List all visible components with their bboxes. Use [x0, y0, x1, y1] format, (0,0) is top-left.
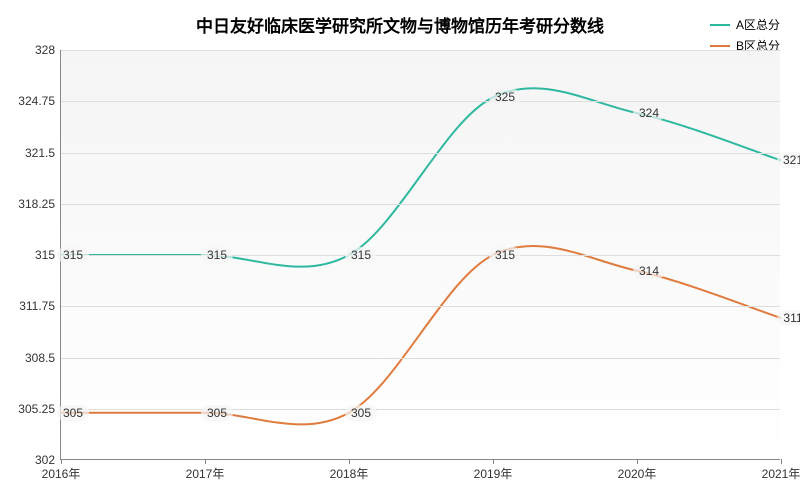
data-label: 321 — [777, 152, 800, 168]
xtick-label: 2020年 — [618, 459, 657, 482]
legend-label-a: A区总分 — [736, 16, 780, 33]
data-label: 305 — [57, 405, 89, 421]
data-label: 325 — [489, 89, 521, 105]
gridline — [61, 409, 780, 410]
plot-area: 302305.25308.5311.75315318.25321.5324.75… — [60, 50, 780, 460]
legend-swatch-a — [710, 24, 730, 26]
xtick-label: 2016年 — [42, 459, 81, 482]
data-label: 324 — [633, 105, 665, 121]
ytick-label: 328 — [35, 43, 61, 57]
gridline — [61, 306, 780, 307]
data-label: 315 — [201, 247, 233, 263]
ytick-label: 318.25 — [18, 197, 61, 211]
data-label: 315 — [345, 247, 377, 263]
gridline — [61, 50, 780, 51]
legend-item-a: A区总分 — [710, 16, 780, 33]
data-label: 314 — [633, 263, 665, 279]
legend-swatch-b — [710, 45, 730, 47]
data-label: 305 — [345, 405, 377, 421]
gridline — [61, 101, 780, 102]
gridline — [61, 204, 780, 205]
xtick-label: 2017年 — [186, 459, 225, 482]
data-label: 311 — [777, 310, 800, 326]
data-label: 315 — [489, 247, 521, 263]
data-label: 305 — [201, 405, 233, 421]
ytick-label: 324.75 — [18, 94, 61, 108]
ytick-label: 305.25 — [18, 402, 61, 416]
gridline — [61, 255, 780, 256]
xtick-label: 2021年 — [762, 459, 800, 482]
xtick-label: 2019年 — [474, 459, 513, 482]
data-label: 315 — [57, 247, 89, 263]
ytick-label: 321.5 — [25, 146, 61, 160]
series-line — [61, 88, 781, 266]
xtick-label: 2018年 — [330, 459, 369, 482]
gridline — [61, 153, 780, 154]
chart-container: 中日友好临床医学研究所文物与博物馆历年考研分数线 A区总分 B区总分 30230… — [0, 0, 800, 500]
ytick-label: 308.5 — [25, 351, 61, 365]
chart-title: 中日友好临床医学研究所文物与博物馆历年考研分数线 — [0, 12, 800, 37]
gridline — [61, 358, 780, 359]
series-line — [61, 246, 781, 424]
ytick-label: 311.75 — [19, 299, 61, 313]
